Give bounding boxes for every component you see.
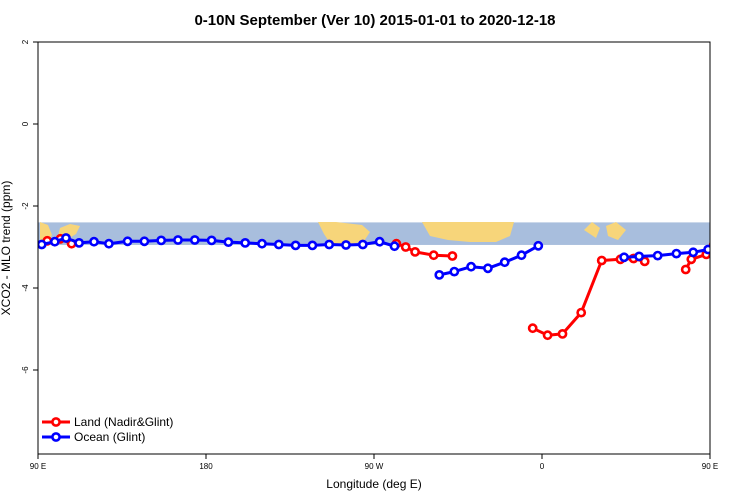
series-1-point [389, 241, 400, 252]
series-1 [38, 233, 750, 280]
y-tick-label: -2 [21, 202, 30, 210]
series-1-point [533, 240, 544, 251]
series-1-point [89, 236, 99, 247]
series-0-line-2 [532, 257, 646, 337]
series-0-point [527, 323, 538, 334]
series-1-point [671, 248, 682, 259]
series-0-point [596, 255, 607, 266]
map-land-3 [422, 222, 514, 242]
x-tick-label: 90 E [30, 462, 46, 471]
series-1-point [49, 236, 60, 247]
y-tick-label: 2 [21, 39, 30, 44]
y-tick-label: -4 [21, 284, 30, 292]
series-1-point [688, 247, 699, 258]
series-1-point [499, 257, 510, 268]
x-axis: 90 E 180 90 W 0 90 E [30, 454, 718, 471]
series-0-point [740, 239, 747, 246]
series-1-point [634, 251, 644, 262]
series-1-point [482, 263, 493, 274]
series-1-point [206, 235, 217, 246]
series-1-point [714, 241, 721, 248]
series-1-point [324, 239, 335, 250]
series-1-point [61, 233, 71, 243]
legend-marker-0 [51, 417, 61, 427]
series-0-point [542, 330, 553, 341]
series-0-point [576, 307, 587, 318]
series-0-point [639, 256, 650, 267]
series-1-point [341, 240, 351, 250]
series-1-point [223, 237, 234, 247]
series-1-point [746, 236, 750, 243]
series-0-point [400, 242, 411, 252]
series-layer [38, 233, 750, 341]
chart-title: 0-10N September (Ver 10) 2015-01-01 to 2… [194, 12, 555, 29]
series-1-point [734, 237, 741, 244]
series-1-point [703, 244, 710, 255]
series-1-point [173, 235, 183, 245]
series-1-point [307, 240, 318, 251]
legend-marker-1 [51, 432, 61, 442]
series-1-point [122, 236, 133, 247]
series-1-point [189, 235, 200, 245]
series-1-point [257, 238, 267, 249]
series-1-point [449, 266, 460, 277]
map-land-5 [606, 222, 626, 240]
series-0-point [410, 246, 420, 257]
legend-label-1: Ocean (Glint) [74, 430, 145, 444]
series-1-point [357, 239, 368, 250]
series-1-point [619, 252, 629, 263]
series-1-point [38, 239, 47, 250]
x-tick-label: 90 E [702, 462, 718, 471]
legend-label-0: Land (Nadir&Glint) [74, 415, 173, 429]
series-1-point [652, 250, 663, 261]
series-1-point [516, 250, 527, 261]
x-tick-label: 90 W [365, 462, 384, 471]
series-1-point [74, 237, 84, 248]
series-1-point [374, 236, 385, 247]
x-axis-label: Longitude (deg E) [326, 477, 421, 491]
y-axis: 2 0 -2 -4 -6 [21, 39, 38, 374]
y-axis-label: XCO2 - MLO trend (ppm) [0, 181, 13, 316]
series-0-point [557, 328, 568, 339]
plot-frame [37, 41, 711, 455]
series-1-point [273, 239, 284, 250]
series-1-point [240, 237, 251, 248]
series-1-point [466, 261, 476, 272]
series-0-point [447, 251, 458, 261]
series-1-point [156, 235, 167, 246]
series-0-point [428, 250, 439, 261]
series-1-point [104, 238, 114, 249]
x-tick-label: 180 [199, 462, 213, 471]
series-1-point [290, 240, 301, 251]
series-0-point [708, 241, 710, 249]
series-1-point [139, 236, 150, 247]
series-0-point [721, 239, 728, 246]
series-0-point [680, 264, 691, 275]
series-1-point [723, 239, 730, 246]
y-tick-label: 0 [21, 121, 30, 126]
series-1-point [434, 269, 445, 280]
map-land-4 [584, 222, 600, 238]
legend: Land (Nadir&Glint)Ocean (Glint) [42, 415, 173, 444]
x-tick-label: 0 [540, 462, 545, 471]
y-tick-label: -6 [21, 366, 30, 374]
